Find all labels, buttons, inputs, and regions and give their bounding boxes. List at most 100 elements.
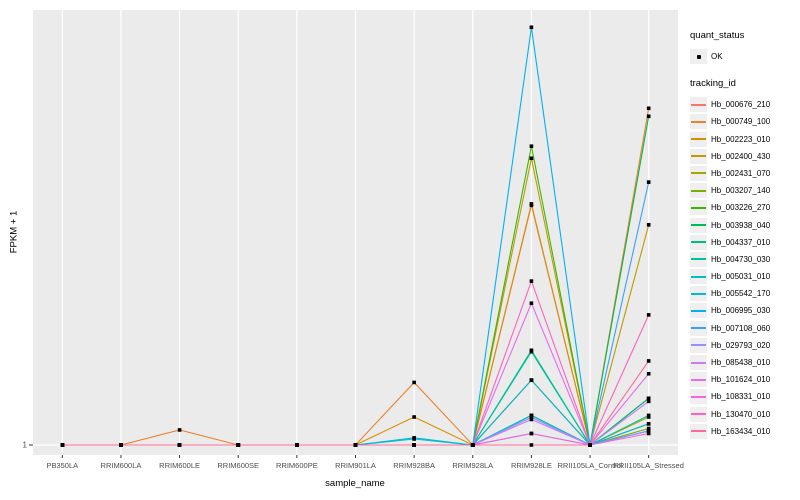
legend-item-Hb_002223_010: Hb_002223_010 (690, 131, 798, 148)
legend-item-label: Hb_108331_010 (711, 392, 771, 402)
line-swatch-icon (691, 327, 706, 330)
legend-key-box (690, 303, 707, 319)
data-point (60, 443, 65, 447)
line-swatch-icon (691, 103, 706, 106)
data-point (470, 443, 475, 447)
legend-item-label: Hb_006995_030 (711, 306, 771, 316)
line-swatch-icon (691, 224, 706, 226)
legend-item-Hb_005542_170: Hb_005542_170 (690, 285, 798, 302)
legend-key-box (690, 269, 707, 285)
data-point (529, 144, 534, 148)
legend-item-label: Hb_000676_210 (711, 100, 771, 110)
legend-item-Hb_029793_020: Hb_029793_020 (690, 337, 798, 354)
data-point (529, 349, 534, 354)
line-swatch-icon (691, 258, 706, 261)
data-point (646, 413, 651, 418)
legend-item-quant-ok: OK (690, 48, 798, 65)
legend-item-label: Hb_004730_030 (711, 254, 771, 264)
legend-key-box (690, 389, 707, 405)
plot-panel (29, 10, 678, 458)
data-point (646, 180, 651, 184)
data-point (646, 431, 651, 436)
data-point (177, 443, 182, 447)
legend-key-box (690, 234, 707, 250)
legend-item-Hb_003938_040: Hb_003938_040 (690, 217, 798, 234)
data-point (646, 399, 651, 404)
legend-item-Hb_000749_100: Hb_000749_100 (690, 113, 798, 130)
data-point (646, 223, 651, 227)
legend-item-Hb_006995_030: Hb_006995_030 (690, 302, 798, 319)
legend-key-box (690, 355, 707, 370)
x-axis-title: sample_name (325, 478, 385, 489)
legend-item-label: Hb_000749_100 (711, 117, 771, 127)
data-point (412, 380, 416, 385)
x-tick-label: RRIM600PE (276, 461, 318, 470)
data-point (529, 417, 534, 422)
legend-key-box (690, 251, 707, 267)
data-point (529, 25, 534, 30)
x-tick-label: RRII105LA_Control (557, 461, 623, 470)
line-swatch-icon (691, 309, 706, 312)
x-tick-label: RRIM928LA (452, 461, 494, 470)
data-point (588, 443, 592, 447)
data-point (646, 396, 651, 401)
data-point (119, 443, 123, 447)
point-swatch-icon (696, 54, 701, 59)
data-point (529, 378, 534, 382)
data-point (646, 359, 651, 363)
legend-item-Hb_007108_060: Hb_007108_060 (690, 320, 798, 337)
x-tick-label: RRII105LA_Stressed (613, 461, 684, 470)
data-point (529, 301, 534, 306)
legend-item-Hb_163434_010: Hb_163434_010 (690, 423, 798, 440)
legend-item-label: Hb_003226_270 (711, 203, 771, 213)
y-tick-label: 1 (22, 440, 27, 450)
x-tick-label: RRIM928LE (510, 461, 552, 470)
legend-item-label: Hb_002223_010 (711, 134, 771, 144)
data-point (412, 415, 416, 419)
line-swatch-icon (691, 206, 706, 209)
line-swatch-icon (691, 430, 706, 433)
legend-item-label: Hb_163434_010 (711, 426, 771, 436)
legend-item-label: Hb_130470_010 (711, 409, 771, 419)
x-tick-label: RRIM928BA (393, 461, 435, 470)
legend-key-box (690, 114, 707, 130)
x-tick-label: PB350LA (46, 461, 79, 470)
data-point (646, 429, 651, 433)
legend-item-label: Hb_005542_170 (711, 289, 771, 299)
line-swatch-icon (691, 189, 706, 192)
legend-gap (690, 65, 798, 78)
data-point (177, 428, 182, 432)
legend-title-tracking-id: tracking_id (690, 78, 736, 90)
legend-key-box (690, 406, 707, 422)
line-swatch-icon (691, 413, 706, 416)
legend-item-label: Hb_002431_070 (711, 168, 771, 178)
line-swatch-icon (691, 120, 706, 123)
data-point (412, 437, 416, 441)
legend-key-box (690, 337, 707, 353)
data-point (529, 415, 534, 420)
legend-item-label: Hb_003207_140 (711, 186, 771, 196)
legend-item-Hb_130470_010: Hb_130470_010 (690, 406, 798, 423)
data-point (646, 422, 651, 426)
legend-item-Hb_004337_010: Hb_004337_010 (690, 234, 798, 251)
data-point (529, 156, 534, 161)
x-tick-label: RRIM901LA (335, 461, 376, 470)
data-point (412, 443, 416, 447)
data-point (529, 202, 534, 206)
legend-key-box (690, 320, 707, 336)
legend-item-Hb_002431_070: Hb_002431_070 (690, 165, 798, 182)
legend-item-label: Hb_003938_040 (711, 220, 771, 230)
line-swatch-icon (691, 275, 706, 278)
line-swatch-icon (691, 292, 706, 295)
data-point (529, 279, 534, 283)
legend-key-box (690, 148, 707, 164)
legend-item-Hb_005031_010: Hb_005031_010 (690, 268, 798, 285)
line-swatch-icon (691, 395, 706, 398)
legend-item-label: Hb_005031_010 (711, 272, 771, 282)
data-point (236, 443, 241, 447)
line-swatch-icon (691, 378, 706, 381)
legend-key-box (690, 217, 707, 233)
data-point (646, 371, 651, 376)
data-point (295, 443, 299, 447)
